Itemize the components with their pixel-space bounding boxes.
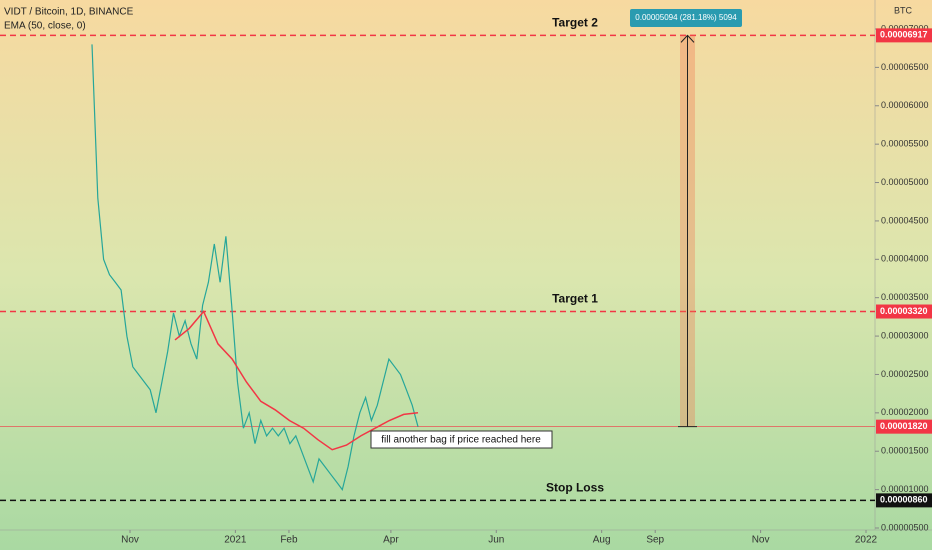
ema-line bbox=[174, 310, 419, 451]
title: VIDT / Bitcoin, 1D, BINANCE bbox=[4, 7, 134, 18]
x-tick-label: Aug bbox=[593, 535, 611, 546]
level-name: Stop Loss bbox=[546, 481, 604, 495]
level-tag-label: 0.00001820 bbox=[880, 421, 928, 431]
y-tick-label: 0.00001500 bbox=[881, 446, 929, 456]
x-tick-label: Jun bbox=[488, 535, 504, 546]
y-tick-label: 0.00000500 bbox=[881, 522, 929, 532]
measure-arrow-head bbox=[680, 34, 695, 43]
y-tick-label: 0.00004000 bbox=[881, 254, 929, 264]
measure-tag bbox=[630, 9, 742, 27]
currency: BTC bbox=[894, 5, 913, 15]
x-tick-label: Feb bbox=[280, 535, 298, 546]
measure-label: 0.00005094 (281.18%) 5094 bbox=[635, 13, 737, 22]
annotation-box bbox=[370, 430, 553, 449]
x-tick-label: Apr bbox=[383, 535, 399, 546]
level-tag-label: 0.00000860 bbox=[880, 495, 928, 505]
y-tick-label: 0.00004500 bbox=[881, 215, 929, 225]
y-tick-label: 0.00005500 bbox=[881, 139, 929, 149]
x-tick-label: Nov bbox=[121, 535, 139, 546]
x-tick-label: Sep bbox=[646, 535, 664, 546]
y-tick-label: 0.00005000 bbox=[881, 177, 929, 187]
level-tag bbox=[876, 419, 932, 434]
x-tick-label: 2021 bbox=[224, 535, 247, 546]
level-tag bbox=[876, 304, 932, 319]
x-tick-label: Nov bbox=[752, 535, 770, 546]
y-tick-label: 0.00002500 bbox=[881, 369, 929, 379]
level-tag bbox=[876, 493, 932, 508]
level-tag-label: 0.00006917 bbox=[880, 30, 928, 40]
annotation: fill another bag if price reached here bbox=[381, 435, 541, 446]
y-tick-label: 0.00002000 bbox=[881, 407, 929, 417]
x-tick-label: 2022 bbox=[855, 535, 878, 546]
y-tick-label: 0.00003500 bbox=[881, 292, 929, 302]
y-tick-label: 0.00006000 bbox=[881, 100, 929, 110]
level-name: Target 1 bbox=[552, 292, 598, 306]
y-tick-label: 0.00006500 bbox=[881, 62, 929, 72]
level-name: Target 2 bbox=[552, 16, 598, 30]
level-tag-label: 0.00003320 bbox=[880, 306, 928, 316]
indicator-label: EMA (50, close, 0) bbox=[4, 21, 86, 32]
y-tick-label: 0.00003000 bbox=[881, 330, 929, 340]
price-line bbox=[91, 44, 419, 491]
y-tick-label: 0.00001000 bbox=[881, 484, 929, 494]
level-tag bbox=[876, 28, 932, 43]
